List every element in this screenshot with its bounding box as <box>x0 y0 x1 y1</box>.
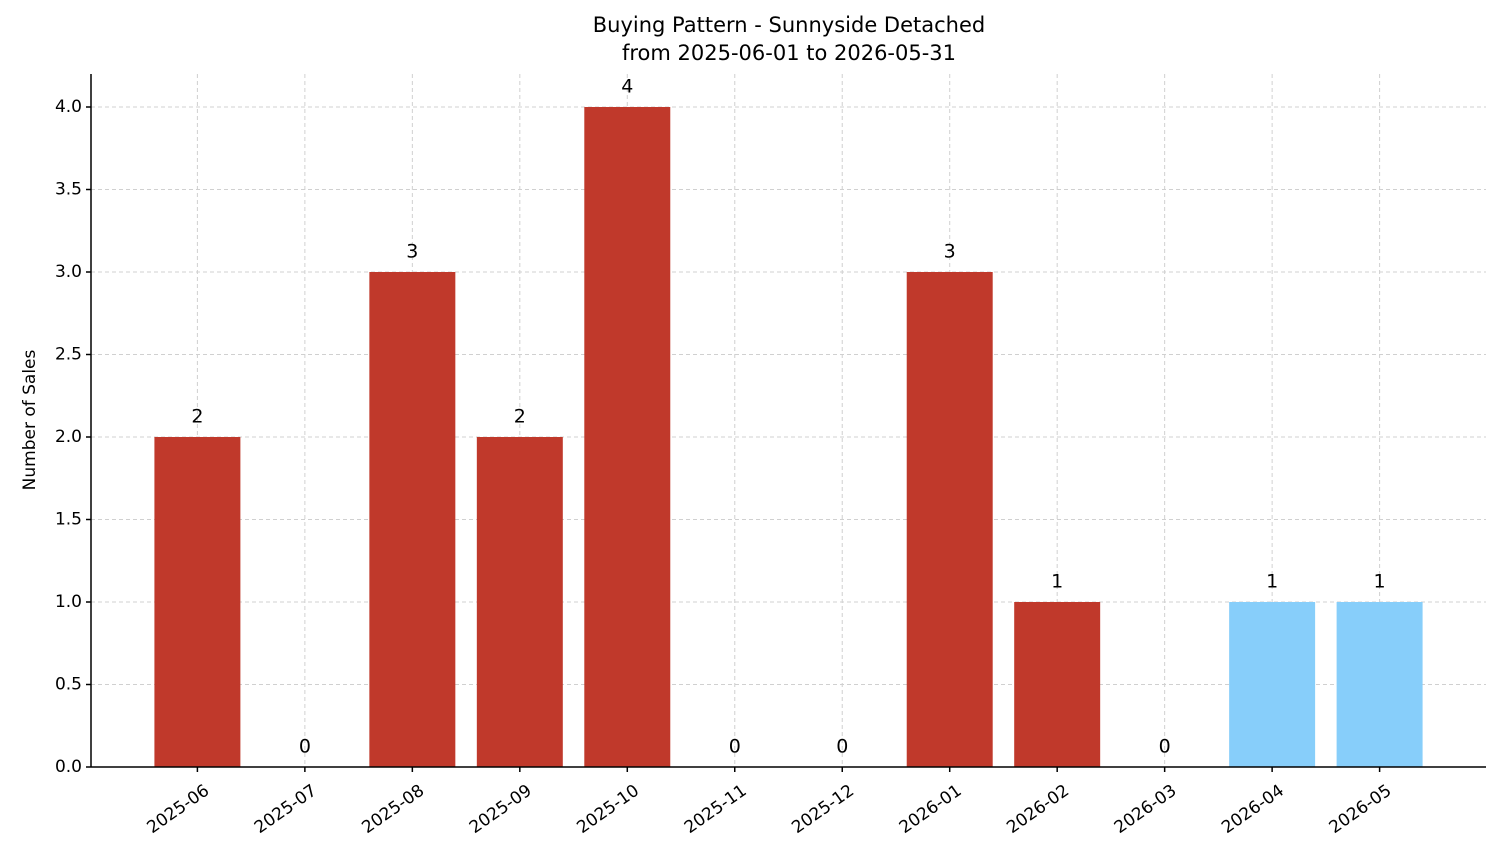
bar <box>369 272 456 767</box>
y-tick-label: 3.5 <box>55 180 82 200</box>
x-tick-label: 2025-06 <box>143 781 213 838</box>
bar-value-label: 1 <box>1266 571 1278 593</box>
bar <box>1229 602 1316 767</box>
x-tick-label: 2025-08 <box>358 781 428 838</box>
bar <box>906 272 993 767</box>
x-tick-label: 2025-09 <box>466 781 536 838</box>
y-tick-label: 2.0 <box>55 427 82 447</box>
x-tick-label: 2025-12 <box>788 781 858 838</box>
bar-value-label: 0 <box>729 736 741 758</box>
y-tick-label: 1.5 <box>55 510 82 530</box>
bar-value-label: 1 <box>1374 571 1386 593</box>
x-tick-label: 2025-11 <box>681 781 751 838</box>
x-tick-label: 2026-05 <box>1326 781 1396 838</box>
bar-value-label: 3 <box>406 241 418 263</box>
y-tick-label: 4.0 <box>55 97 82 117</box>
y-tick-label: 0.5 <box>55 675 82 695</box>
bar <box>584 107 671 767</box>
bar-value-label: 3 <box>944 241 956 263</box>
x-tick-label: 2026-04 <box>1218 781 1288 838</box>
chart-title: Buying Pattern - Sunnyside Detached <box>593 13 985 37</box>
y-tick-label: 0.0 <box>55 757 82 777</box>
y-tick-label: 1.0 <box>55 592 82 612</box>
y-tick-label: 2.5 <box>55 345 82 365</box>
x-tick-label: 2026-02 <box>1003 781 1073 838</box>
bar-value-label: 2 <box>191 406 203 428</box>
bar <box>1014 602 1101 767</box>
chart-subtitle: from 2025-06-01 to 2026-05-31 <box>622 41 956 65</box>
x-tick-label: 2025-10 <box>573 781 643 838</box>
x-tick-label: 2026-03 <box>1111 781 1181 838</box>
bar <box>476 437 563 767</box>
bar-value-label: 4 <box>621 76 633 98</box>
y-axis-label: Number of Sales <box>20 349 40 490</box>
bar <box>154 437 241 767</box>
bar <box>1336 602 1423 767</box>
bar-value-label: 0 <box>1159 736 1171 758</box>
bar-value-label: 0 <box>299 736 311 758</box>
x-tick-label: 2025-07 <box>251 781 321 838</box>
x-tick-label: 2026-01 <box>896 781 966 838</box>
bar-value-label: 2 <box>514 406 526 428</box>
bar-value-label: 1 <box>1051 571 1063 593</box>
bar-value-label: 0 <box>836 736 848 758</box>
y-tick-label: 3.0 <box>55 262 82 282</box>
